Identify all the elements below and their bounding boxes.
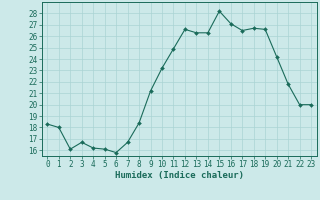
X-axis label: Humidex (Indice chaleur): Humidex (Indice chaleur) <box>115 171 244 180</box>
